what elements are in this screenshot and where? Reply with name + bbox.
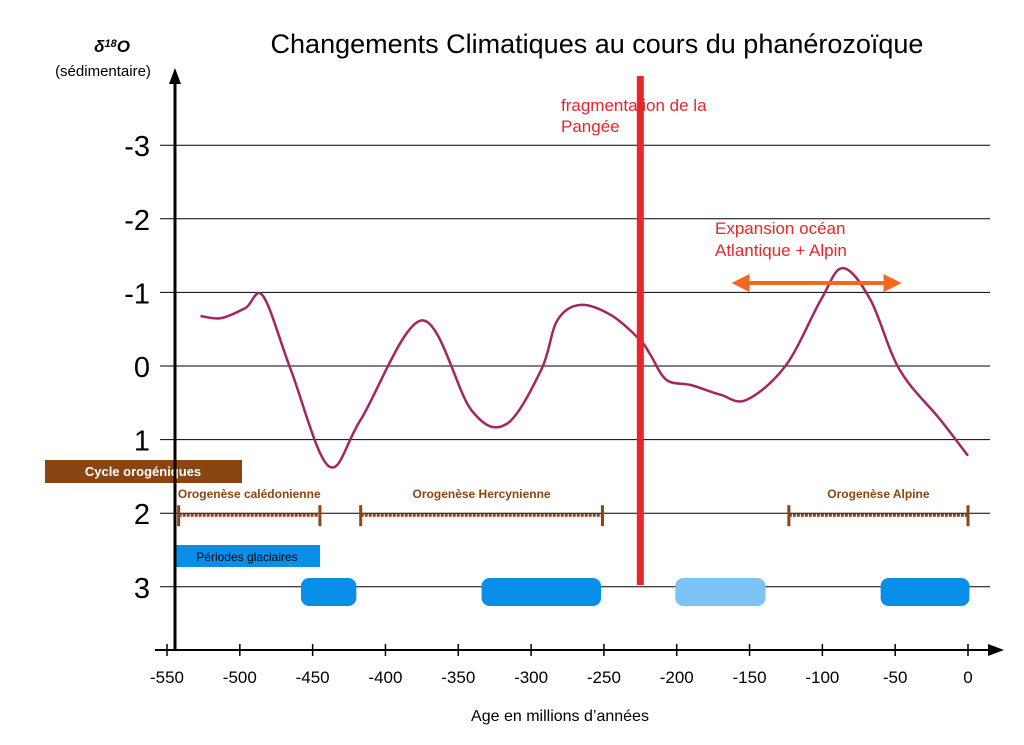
chart-title: Changements Climatiques au cours du phan…	[271, 29, 924, 59]
x-axis-label: Age en millions d’années	[471, 708, 649, 725]
series-line-d18o	[200, 266, 969, 469]
y-tick-label: 3	[134, 573, 150, 605]
orogeny-label: Orogenèse calédonienne	[178, 487, 321, 501]
event-label-line2: Pangée	[561, 117, 620, 136]
y-tick-label: -2	[124, 205, 150, 237]
orogeny-label: Orogenèse Alpine	[827, 487, 930, 501]
y-axis-label: δ18O	[94, 37, 130, 56]
x-tick-label: -250	[587, 668, 621, 687]
y-tick-label: -1	[124, 278, 150, 310]
glacial-legend-box	[174, 545, 320, 567]
x-axis-arrow-icon	[988, 644, 1004, 656]
y-axis-sublabel: (sédimentaire)	[55, 63, 151, 80]
orogeny-legend-label: Cycle orogéniques	[85, 464, 201, 479]
x-tick-label: -100	[805, 668, 839, 687]
x-tick-label: -450	[296, 668, 330, 687]
x-tick-label: -50	[883, 668, 908, 687]
x-tick-label: -400	[368, 668, 402, 687]
arrow-right-icon	[883, 274, 902, 293]
x-tick-label: -150	[733, 668, 767, 687]
y-axis-arrow-icon	[169, 68, 181, 84]
orogeny-legend-box	[45, 460, 242, 483]
glacial-period-bar	[880, 578, 970, 606]
y-tick-label: 0	[134, 352, 150, 384]
y-tick-label: 2	[134, 499, 150, 531]
orogeny-label: Orogenèse Hercynienne	[413, 487, 551, 501]
y-tick-label: -3	[124, 131, 150, 163]
glacial-period-bar	[481, 578, 601, 606]
arrow-left-icon	[731, 274, 750, 293]
x-tick-label: -200	[660, 668, 694, 687]
event-label-line1: fragmentation de la	[561, 96, 707, 115]
x-tick-label: -500	[223, 668, 257, 687]
y-tick-label: 1	[134, 426, 150, 458]
x-tick-label: -550	[150, 668, 184, 687]
glacial-period-bar	[300, 578, 357, 606]
arrow-label-line1: Expansion océan	[715, 219, 845, 238]
x-tick-label: -350	[441, 668, 475, 687]
x-tick-label: 0	[963, 668, 972, 687]
glacial-legend-label: Périodes glaciaires	[196, 550, 297, 564]
arrow-label-line2: Atlantique + Alpin	[715, 241, 847, 260]
glacial-period-bar	[675, 578, 766, 606]
x-tick-label: -300	[514, 668, 548, 687]
